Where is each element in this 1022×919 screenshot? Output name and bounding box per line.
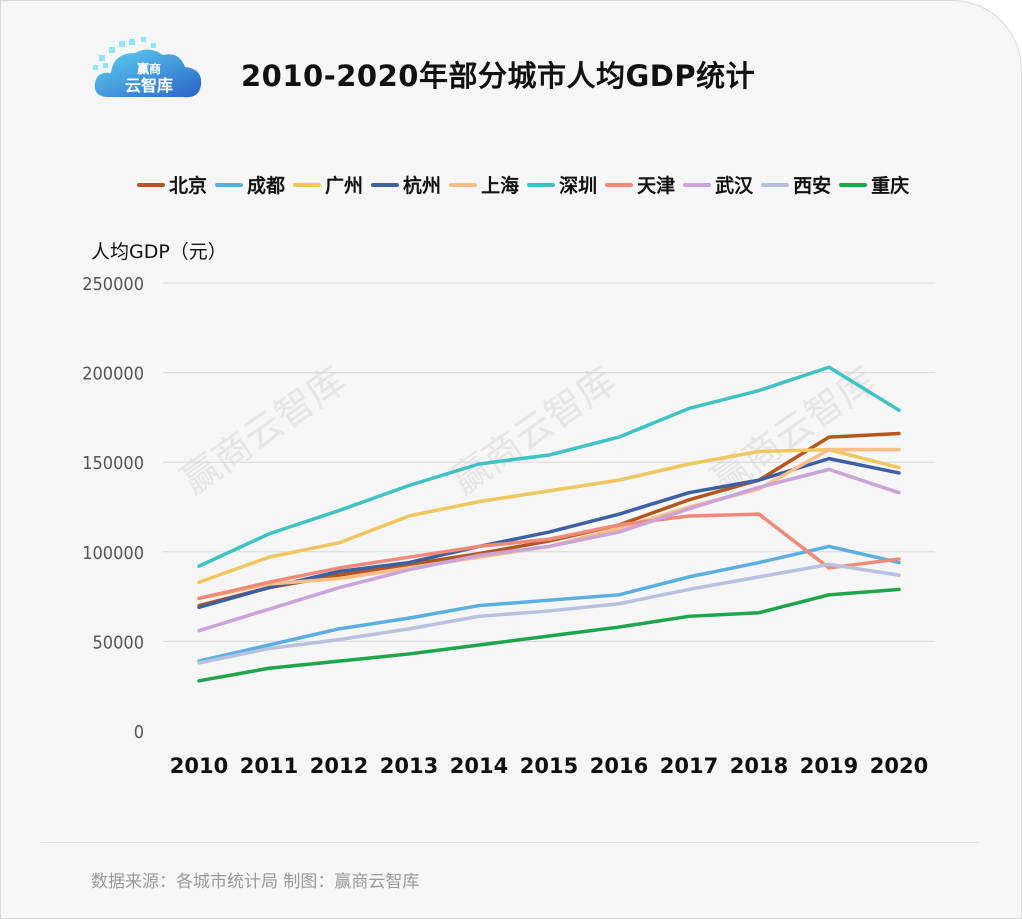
x-tick-label: 2014 [450,754,508,778]
legend-swatch [683,182,712,187]
legend-swatch [449,182,478,187]
legend-item-西安: 西安 [761,171,831,198]
series-line-重庆 [197,587,901,683]
legend-swatch [293,182,322,187]
legend-label: 武汉 [715,175,754,197]
series-line-武汉 [197,467,901,633]
watermark-text: 赢商云智库 [173,358,354,503]
x-tick-label: 2010 [170,754,228,778]
legend-label: 上海 [481,175,520,197]
watermark-text: 赢商云智库 [443,358,624,503]
legend-item-北京: 北京 [137,171,207,198]
legend-swatch [371,182,400,187]
chart-legend: 北京 成都 广州 杭州 上海 深圳 天津 武汉 西安 重庆 [137,171,917,198]
legend-item-重庆: 重庆 [839,171,909,198]
legend-label: 重庆 [871,175,910,197]
y-tick-label: 150000 [82,453,144,474]
series-line-西安 [197,562,901,665]
legend-label: 北京 [169,175,208,197]
legend-swatch [605,182,634,187]
logo-text-top: 赢商 [137,61,161,76]
legend-label: 深圳 [559,175,598,197]
x-tick-label: 2016 [590,754,648,778]
y-tick-label: 50000 [92,632,144,653]
y-tick-label: 250000 [82,274,144,295]
legend-item-广州: 广州 [293,171,363,198]
legend-swatch [839,182,868,187]
legend-label: 成都 [247,175,286,197]
x-tick-label: 2020 [870,754,928,778]
logo-text-bottom: 云智库 [125,76,173,95]
x-tick-label: 2015 [520,754,578,778]
legend-swatch [137,182,165,187]
y-tick-label: 0 [134,722,144,743]
x-tick-label: 2019 [800,754,858,778]
legend-label: 西安 [793,175,832,197]
legend-item-上海: 上海 [449,171,519,198]
line-chart: 赢商云智库 赢商云智库 赢商云智库 050000100000150000200000… [82,274,935,778]
series-line-深圳 [197,365,901,568]
legend-swatch [761,182,790,187]
legend-swatch [215,182,244,187]
x-tick-label: 2013 [380,754,438,778]
footer-divider [41,842,979,843]
legend-item-武汉: 武汉 [683,171,753,198]
series-line-广州 [197,447,901,585]
series-line-成都 [197,544,901,663]
legend-item-深圳: 深圳 [527,171,597,198]
legend-item-成都: 成都 [215,171,285,198]
legend-label: 杭州 [403,175,442,197]
legend-item-杭州: 杭州 [371,171,441,198]
x-tick-label: 2017 [660,754,718,778]
x-tick-label: 2012 [310,754,368,778]
y-tick-label: 100000 [82,543,144,564]
brand-logo: 赢商 云智库 [93,37,202,98]
y-axis-label: 人均GDP（元） [91,241,227,263]
x-tick-label: 2018 [730,754,788,778]
series-line-天津 [197,512,901,601]
legend-label: 天津 [637,175,676,197]
x-tick-label: 2011 [240,754,298,778]
y-tick-label: 200000 [82,364,144,385]
legend-item-天津: 天津 [605,171,675,198]
chart-title: 2010-2020年部分城市人均GDP统计 [241,59,756,93]
footer-source: 数据来源：各城市统计局 制图：赢商云智库 [91,872,420,892]
series-line-杭州 [197,456,901,610]
legend-label: 广州 [325,175,364,197]
legend-swatch [527,182,556,187]
